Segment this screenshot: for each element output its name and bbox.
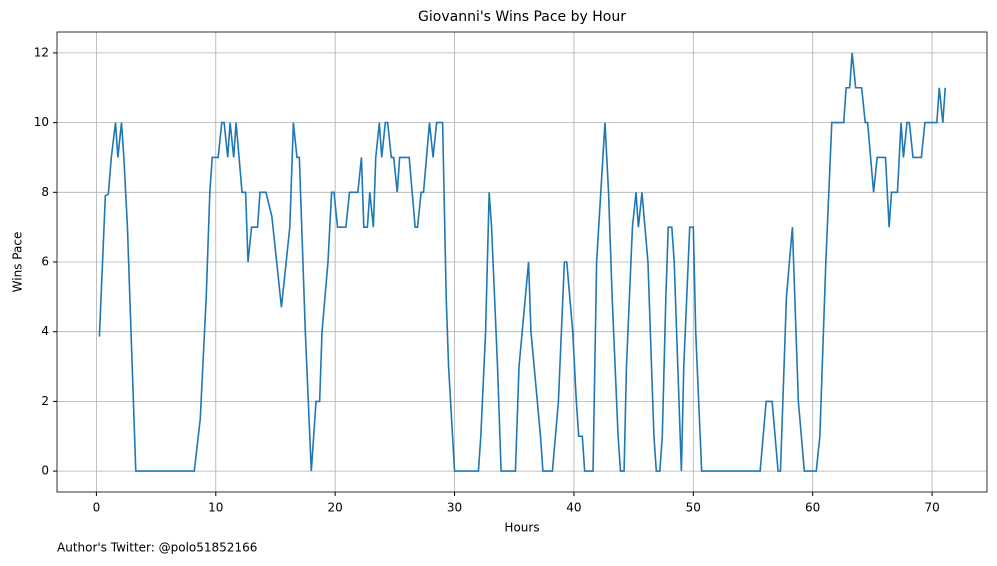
y-axis-label: Wins Pace [11,232,25,293]
chart-title: Giovanni's Wins Pace by Hour [418,9,626,25]
x-tick-label: 50 [686,501,701,515]
x-tick-label: 30 [447,501,462,515]
data-line [98,52,947,472]
y-tick-label: 12 [34,45,49,59]
x-tick-label: 70 [924,501,939,515]
y-tick-label: 10 [34,115,49,129]
x-tick-label: 60 [805,501,820,515]
y-tick-label: 0 [41,464,49,478]
x-tick-label: 20 [328,501,343,515]
x-axis-label: Hours [504,521,539,535]
x-tick-label: 40 [566,501,581,515]
x-tick-label: 10 [208,501,223,515]
plot-frame [56,31,988,493]
x-tick-label: 0 [93,501,101,515]
y-tick-label: 2 [41,394,49,408]
y-tick-label: 8 [41,185,49,199]
footnote: Author's Twitter: @polo51852166 [57,541,257,555]
y-tick-label: 6 [41,255,49,269]
y-tick-label: 4 [41,324,49,338]
